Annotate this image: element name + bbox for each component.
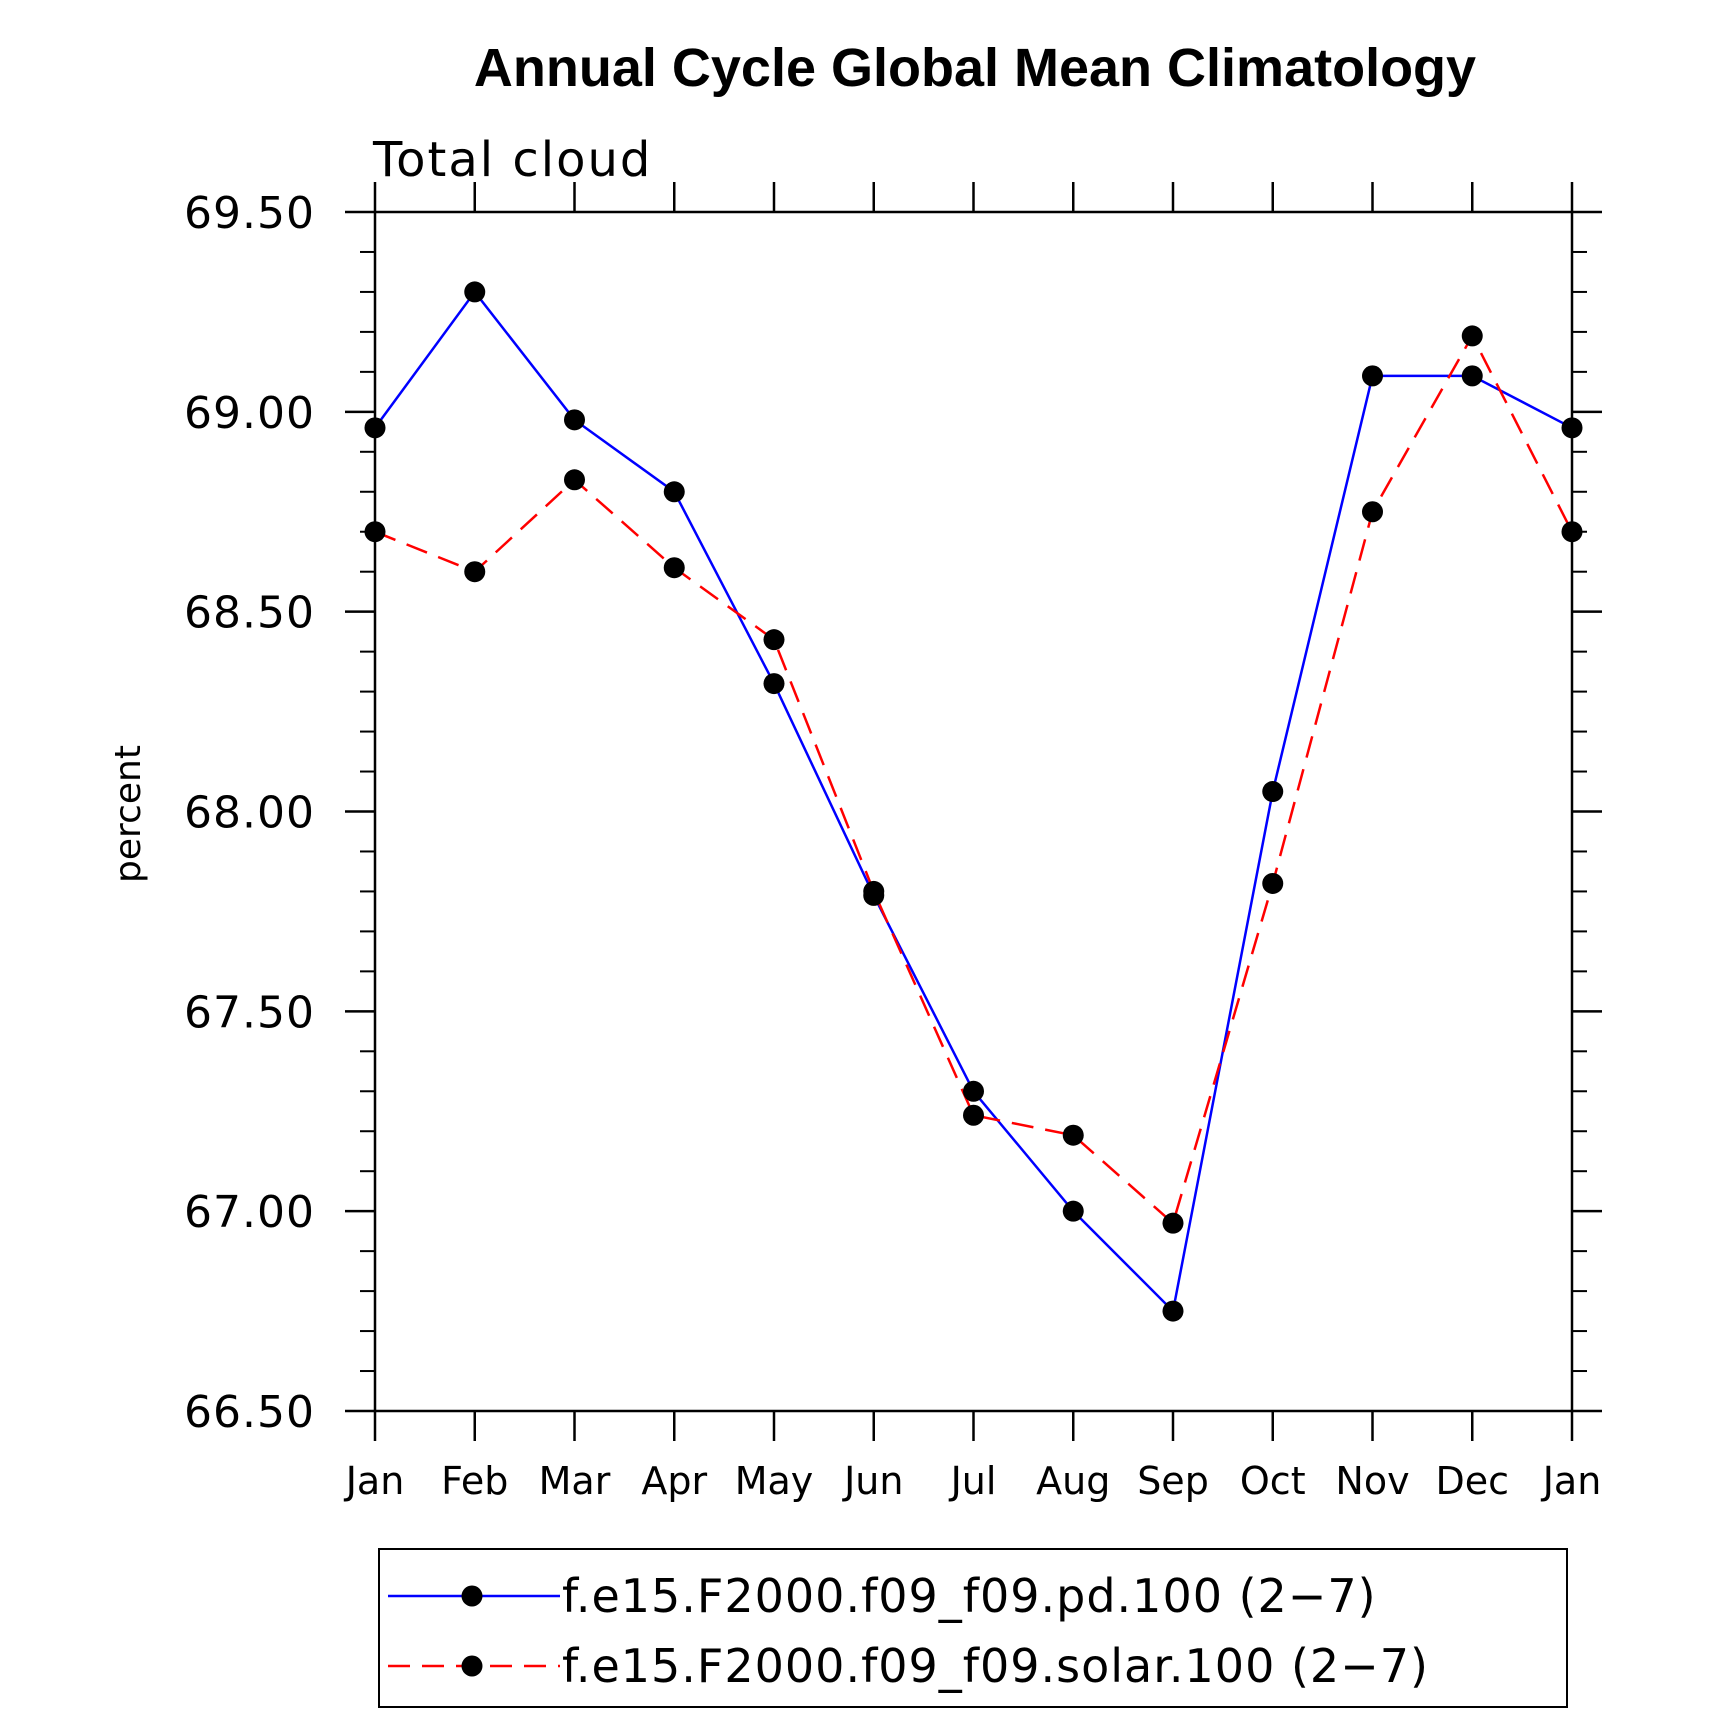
series-1-point [564, 409, 585, 431]
y-tick-label: 67.50 [184, 987, 315, 1038]
x-tick-label: May [735, 1459, 814, 1503]
series-2-point [1262, 872, 1284, 894]
series-2-point [464, 561, 486, 583]
plot-frame [373, 210, 1574, 1413]
series-2-point [1461, 325, 1483, 347]
series-2-point [1362, 501, 1383, 523]
series-1-point [1461, 365, 1483, 387]
legend-label-1: f.e15.F2000.f09_f09.pd.100 (2−7) [562, 1569, 1377, 1623]
series-2-point [1062, 1124, 1084, 1146]
y-tick-label: 67.00 [184, 1187, 315, 1238]
series-1-point [763, 673, 785, 695]
series-2-point [863, 880, 885, 902]
series-line-1 [373, 289, 1573, 1314]
series-2-point [564, 469, 585, 491]
series-1-point [464, 281, 486, 303]
x-tick-label: Jan [1541, 1459, 1602, 1503]
x-tick-label: Dec [1435, 1459, 1509, 1503]
legend-label-2: f.e15.F2000.f09_f09.solar.100 (2−7) [562, 1639, 1429, 1693]
x-tick-label: Mar [539, 1459, 611, 1503]
legend: f.e15.F2000.f09_f09.pd.100 (2−7) f.e15.F2… [388, 1569, 1429, 1693]
x-tick-label: Apr [641, 1459, 707, 1503]
series-1-point [1062, 1200, 1084, 1222]
chart-title: Annual Cycle Global Mean Climatology [474, 38, 1476, 98]
x-tick-label: Jul [949, 1459, 997, 1503]
series-2-point [663, 557, 685, 579]
x-tick-label: Jun [842, 1459, 903, 1503]
y-tick-label: 66.50 [184, 1387, 315, 1438]
series-2-point [1162, 1212, 1184, 1234]
series-2-point [1561, 521, 1583, 543]
series-1-point [663, 481, 685, 503]
x-tick-label: Jan [344, 1459, 405, 1503]
x-tick-label: Nov [1335, 1459, 1409, 1503]
series-1-point [1162, 1300, 1184, 1322]
series-2-point [364, 521, 386, 543]
legend-marker-1 [461, 1585, 483, 1607]
y-tick-label: 69.00 [184, 388, 315, 439]
axes: 66.50 67.00 67.50 68.00 68.50 69.00 69.50 Jan Fe… [184, 182, 1602, 1503]
x-tick-label: Oct [1240, 1459, 1306, 1503]
chart-subtitle: Total cloud [372, 132, 652, 188]
x-tick-label: Aug [1036, 1459, 1110, 1503]
series-2-point [963, 1104, 984, 1126]
y-axis-label: percent [108, 745, 149, 883]
series-1-point [1362, 365, 1383, 387]
y-tick-label: 69.50 [184, 188, 315, 239]
series-2-point [763, 629, 785, 651]
x-tick-label: Feb [441, 1459, 508, 1503]
legend-box [378, 1548, 1568, 1708]
series-1-point [1262, 781, 1284, 803]
y-tick-label: 68.00 [184, 788, 315, 839]
x-tick-label: Sep [1137, 1459, 1209, 1503]
legend-marker-2 [461, 1655, 483, 1677]
y-tick-label: 68.50 [184, 588, 315, 639]
series-1-point [963, 1080, 984, 1102]
series-1-point [1561, 417, 1583, 439]
series-1-point [364, 417, 386, 439]
series-layer [364, 281, 1583, 1322]
